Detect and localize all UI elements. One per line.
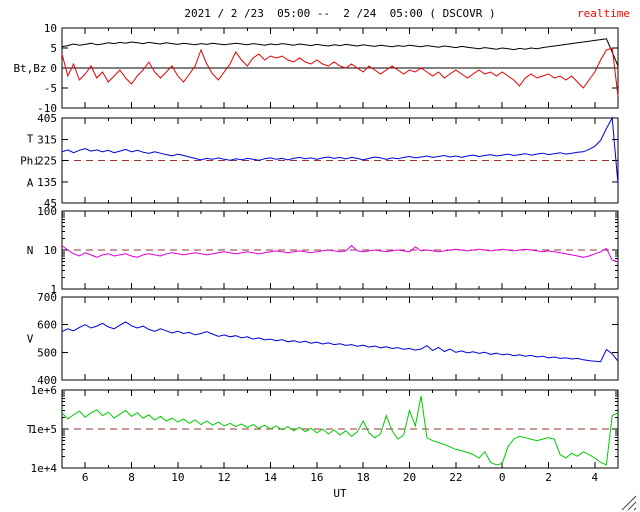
- panel-ylabel: Bt,Bz: [13, 62, 46, 75]
- x-tick-label: 12: [218, 471, 231, 484]
- y-tick-label: 45: [44, 197, 57, 210]
- y-tick-label: 5: [50, 42, 57, 55]
- panel-ylabel: T: [27, 423, 34, 436]
- x-tick-label: 14: [264, 471, 278, 484]
- y-tick-label: 135: [37, 176, 57, 189]
- y-tick-label: 1e+4: [31, 462, 58, 475]
- y-tick-label: 315: [37, 133, 57, 146]
- y-tick-label: 1e+5: [31, 423, 58, 436]
- y-tick-label: 100: [37, 205, 57, 218]
- panel-ylabel: N: [27, 244, 34, 257]
- series-line-T: [61, 395, 619, 466]
- y-tick-label: 10: [44, 22, 57, 35]
- x-tick-label: 6: [82, 471, 89, 484]
- x-tick-label: 10: [171, 471, 184, 484]
- x-tick-label: 16: [310, 471, 323, 484]
- resize-grip-icon[interactable]: [621, 495, 637, 511]
- series-line-Bz: [61, 47, 619, 97]
- y-tick-label: -5: [44, 82, 57, 95]
- y-tick-label: 400: [37, 374, 57, 387]
- series-line-N: [61, 244, 619, 263]
- plot-title: 2021 / 2 /23 05:00 -- 2 /24 05:00 ( DSCO…: [184, 7, 496, 20]
- realtime-label: realtime: [577, 7, 630, 20]
- panel-ylabel: Phi: [20, 155, 40, 168]
- x-axis-title: UT: [333, 487, 347, 500]
- y-tick-label: -10: [37, 102, 57, 115]
- x-tick-label: 2: [545, 471, 552, 484]
- y-tick-label: 1e+6: [31, 384, 58, 397]
- x-tick-label: 20: [403, 471, 416, 484]
- x-tick-label: 22: [449, 471, 462, 484]
- y-tick-label: 405: [37, 112, 57, 125]
- resize-grip-icon[interactable]: [633, 507, 637, 511]
- series-line-V: [61, 321, 619, 363]
- y-tick-label: 10: [44, 244, 57, 257]
- y-tick-label: 225: [37, 155, 57, 168]
- panel-ylabel: A: [27, 177, 34, 190]
- panel-border-v: [61, 296, 619, 381]
- series-line-Phi: [61, 116, 619, 185]
- x-tick-label: 18: [357, 471, 370, 484]
- panel-ylabel: T: [27, 133, 34, 146]
- x-tick-label: 8: [128, 471, 135, 484]
- x-tick-label: 0: [499, 471, 506, 484]
- resize-grip-icon[interactable]: [627, 501, 637, 511]
- y-tick-label: 0: [50, 62, 57, 75]
- x-tick-label: 4: [592, 471, 599, 484]
- series-line-Bt: [61, 38, 619, 67]
- y-tick-label: 500: [37, 346, 57, 359]
- panel-ylabel: V: [27, 333, 34, 346]
- y-tick-label: 700: [37, 291, 57, 304]
- y-tick-label: 1: [50, 283, 57, 296]
- y-tick-label: 600: [37, 319, 57, 332]
